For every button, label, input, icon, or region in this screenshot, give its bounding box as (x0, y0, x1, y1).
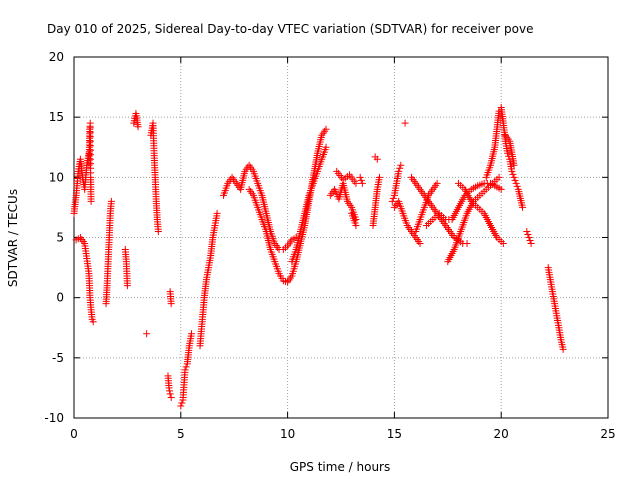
data-point (559, 345, 567, 353)
data-point (519, 203, 527, 211)
data-point (322, 125, 330, 133)
data-point (167, 300, 175, 308)
data-point (375, 173, 383, 181)
data-point (167, 394, 175, 402)
data-point (395, 167, 403, 175)
data-point (527, 240, 535, 248)
data-points (70, 104, 567, 410)
x-tick-label: 25 (600, 427, 615, 441)
x-tick-label: 10 (280, 427, 295, 441)
axis-ticks: 0 5 10 15 20 25 -10 -5 0 5 10 15 20 (44, 50, 615, 441)
data-point (508, 167, 516, 175)
x-axis-label: GPS time / hours (290, 460, 391, 474)
data-point (513, 182, 521, 190)
data-point (187, 330, 195, 338)
data-point (497, 185, 505, 193)
data-point (510, 173, 518, 181)
data-point (416, 240, 424, 248)
data-point (396, 164, 404, 172)
data-point (511, 176, 519, 184)
y-tick-label: 15 (49, 110, 64, 124)
y-tick-label: -10 (44, 411, 64, 425)
x-tick-label: 20 (494, 427, 509, 441)
x-tick-label: 15 (387, 427, 402, 441)
data-point (177, 402, 185, 410)
data-point (526, 237, 534, 245)
y-tick-label: 5 (56, 231, 64, 245)
data-point (178, 399, 186, 407)
x-tick-label: 5 (177, 427, 185, 441)
data-point (87, 197, 95, 205)
y-axis-label: SDTVAR / TECUs (6, 189, 20, 287)
data-point (134, 123, 142, 131)
data-point (504, 149, 512, 157)
data-point (373, 155, 381, 163)
data-point (433, 179, 441, 187)
data-point (389, 194, 397, 202)
y-tick-label: 0 (56, 291, 64, 305)
data-point (322, 143, 330, 151)
data-point (510, 161, 518, 169)
data-point (358, 179, 366, 187)
data-point (166, 390, 174, 398)
data-point (388, 197, 396, 205)
data-point (181, 366, 189, 374)
data-point (89, 318, 97, 326)
data-point (495, 173, 503, 181)
data-point (165, 384, 173, 392)
data-point (523, 227, 531, 235)
data-point (213, 209, 221, 217)
data-point (499, 240, 507, 248)
data-point (352, 179, 360, 187)
data-point (166, 387, 174, 395)
y-tick-label: 20 (49, 50, 64, 64)
data-point (352, 221, 360, 229)
data-point (463, 240, 471, 248)
data-point (524, 230, 532, 238)
data-point (509, 170, 517, 178)
data-point (154, 227, 162, 235)
x-tick-label: 0 (70, 427, 78, 441)
y-tick-label: -5 (52, 351, 64, 365)
data-point (356, 173, 364, 181)
data-point (512, 179, 520, 187)
data-point (401, 119, 409, 127)
data-point (525, 234, 533, 241)
data-point (123, 282, 131, 290)
data-point (143, 330, 151, 338)
data-point (182, 363, 190, 371)
data-point (397, 161, 405, 169)
y-tick-label: 10 (49, 170, 64, 184)
data-point (357, 176, 365, 184)
data-point (107, 197, 115, 205)
chart-title: Day 010 of 2025, Sidereal Day-to-day VTE… (47, 22, 534, 36)
